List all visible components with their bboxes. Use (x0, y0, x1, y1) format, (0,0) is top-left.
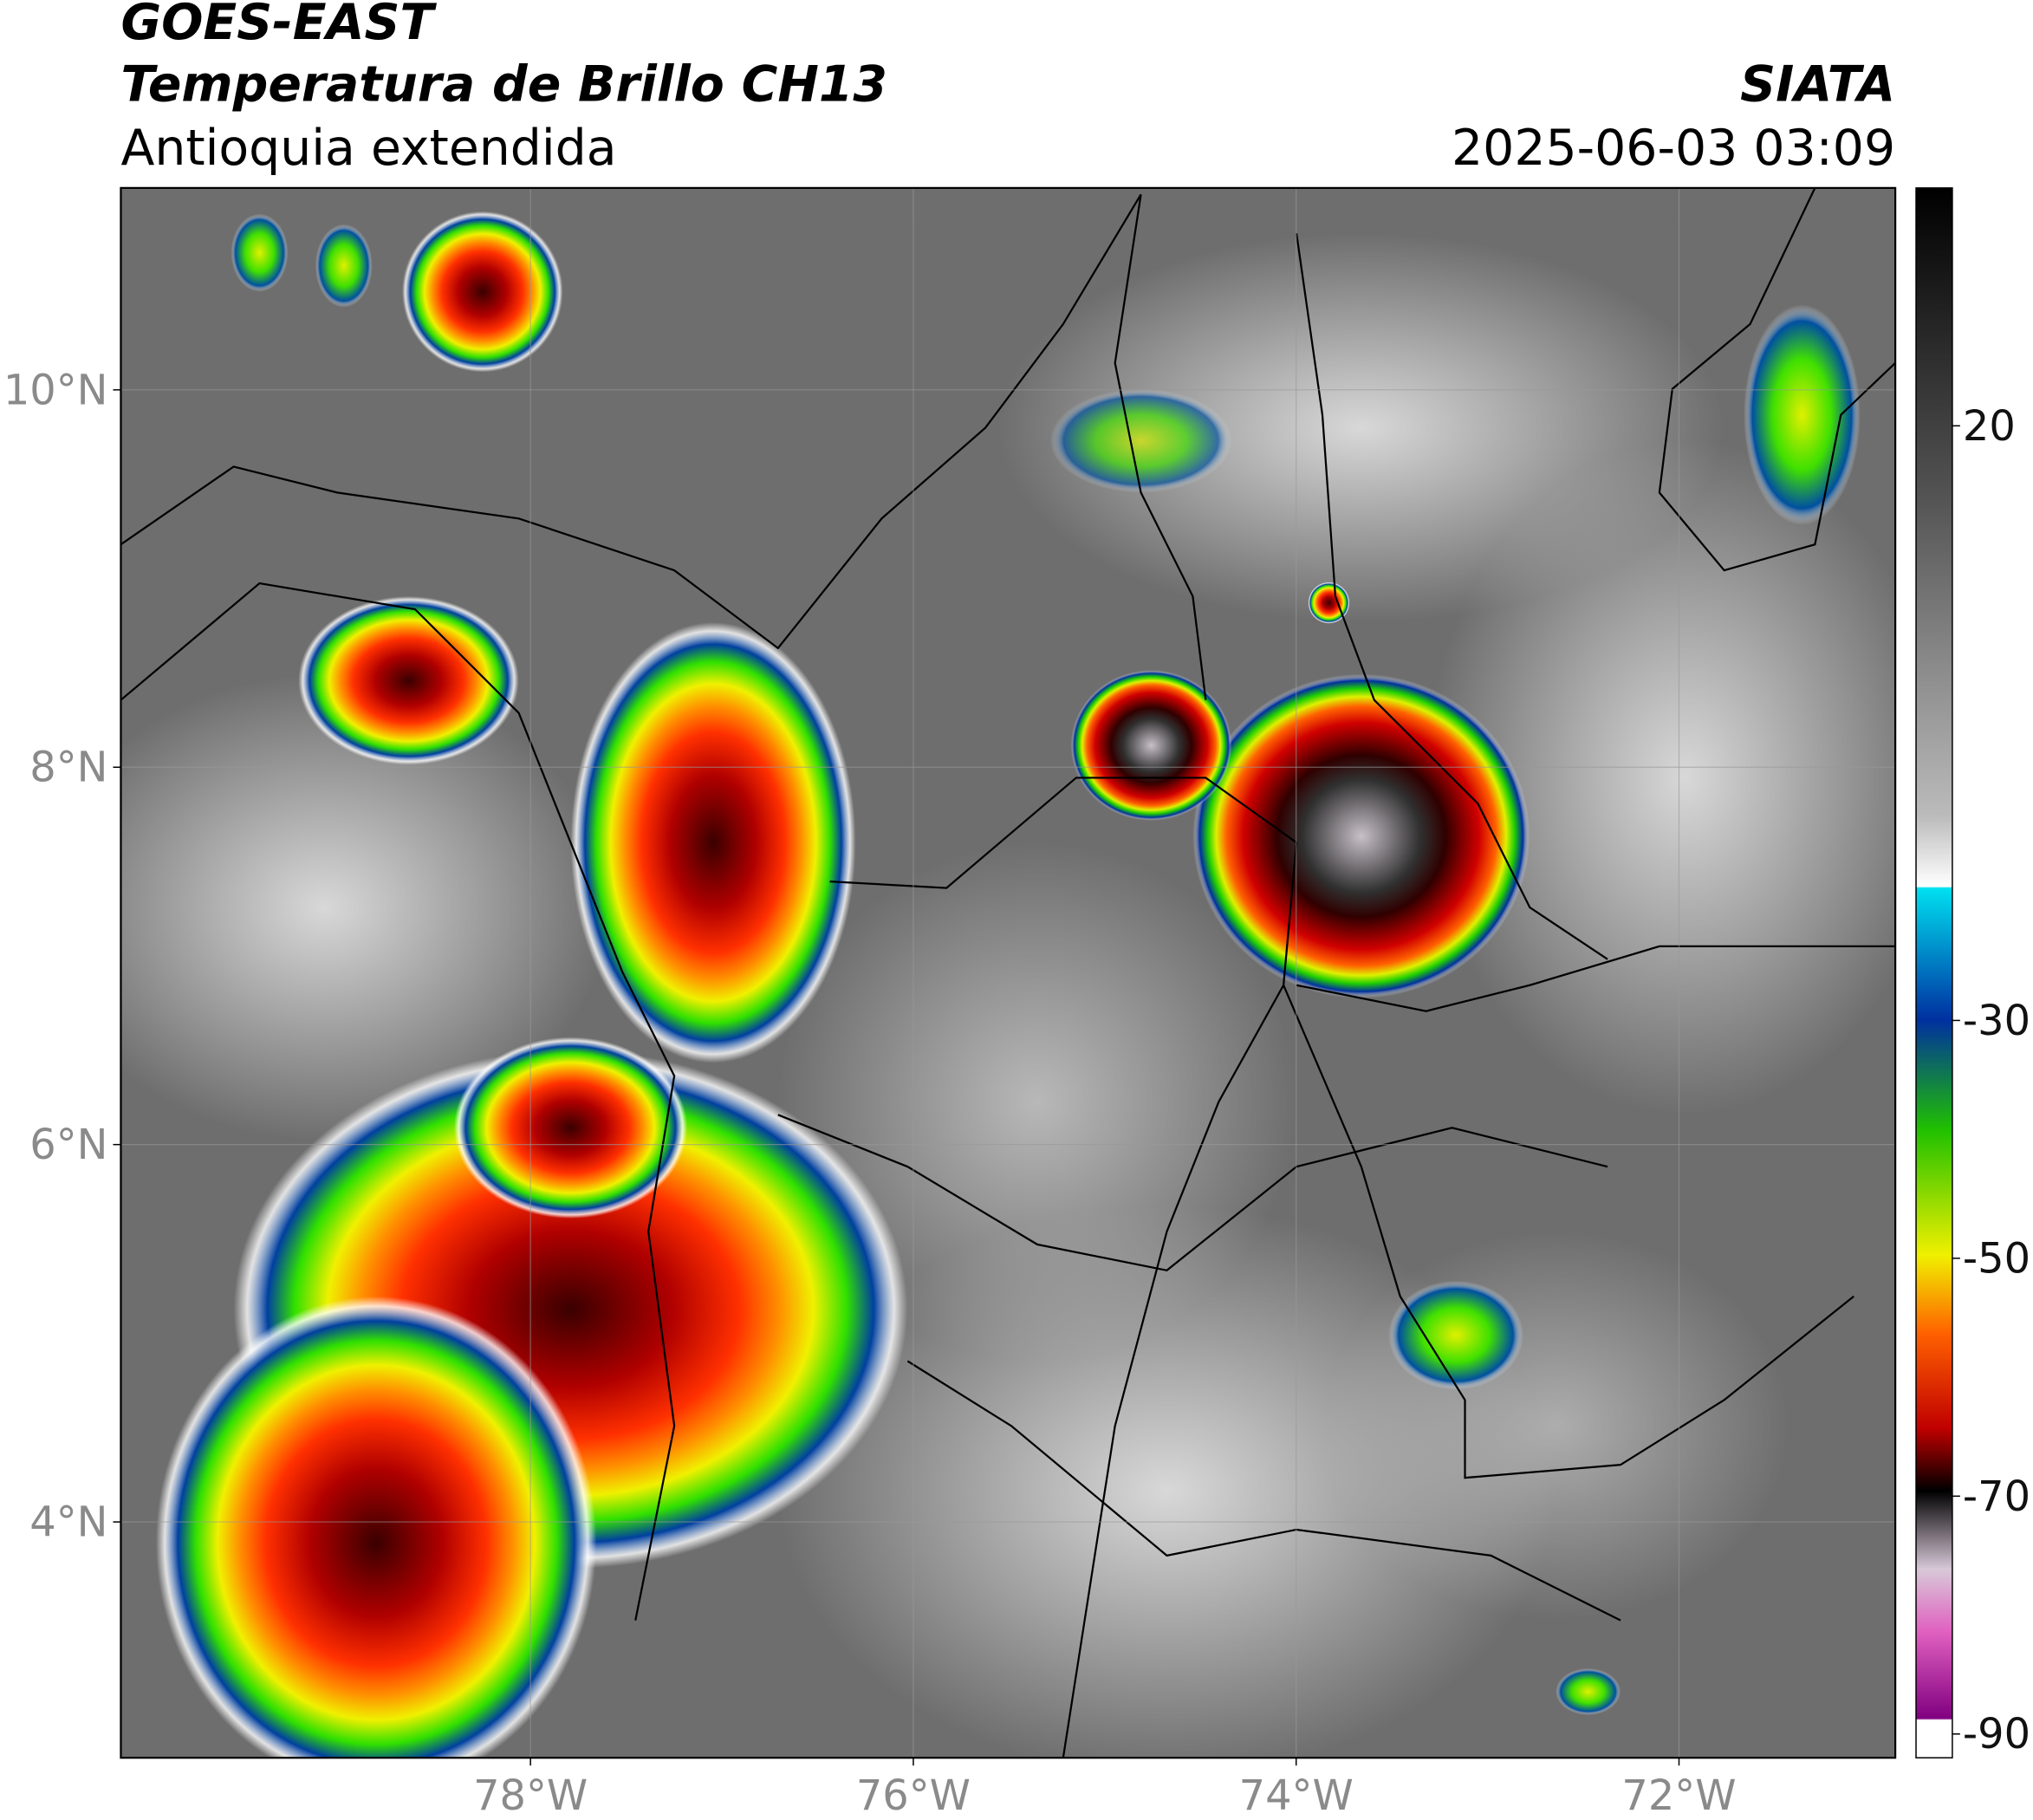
map-image (120, 187, 1896, 1758)
colorbar-tick-label: -70 (1963, 1473, 2030, 1521)
lon-tick-label: 78°W (473, 1772, 588, 1820)
region: Antioquia extendida (120, 120, 616, 177)
lat-tick-label: 6°N (29, 1121, 107, 1169)
lat-tick-label: 8°N (29, 744, 107, 792)
lon-tick-label: 76°W (856, 1772, 971, 1820)
lon-tick-label: 72°W (1621, 1772, 1736, 1820)
map-frame (120, 186, 1897, 1759)
datetime: 2025-06-03 03:09 (1452, 120, 1895, 177)
source: SIATA (1740, 56, 1895, 114)
colorbar (1915, 187, 1953, 1758)
lat-tick-label: 4°N (29, 1499, 107, 1547)
title: GOES-EAST (120, 0, 437, 51)
subtitle: Temperatura de Brillo CH13 (120, 56, 887, 114)
colorbar-tick-label: -90 (1963, 1711, 2030, 1758)
colorbar-tick-label: 20 (1963, 403, 2016, 451)
lon-tick-label: 74°W (1239, 1772, 1354, 1820)
lat-tick-label: 10°N (3, 367, 108, 414)
colorbar-tick-label: -50 (1963, 1235, 2030, 1283)
colorbar-tick-label: -30 (1963, 998, 2030, 1045)
